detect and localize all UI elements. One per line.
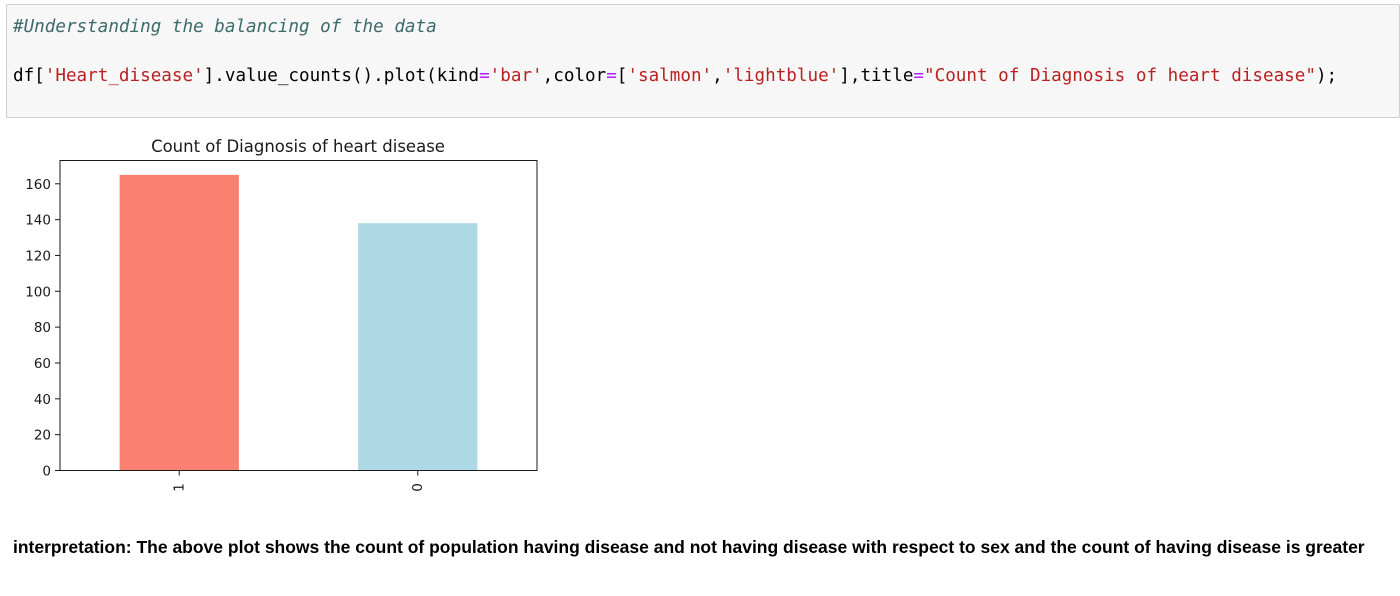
chart-title: Count of Diagnosis of heart disease — [151, 137, 445, 156]
code-token: [ — [616, 66, 628, 86]
y-tick-label: 40 — [34, 392, 51, 408]
code-string: "Count of Diagnosis of heart disease" — [924, 66, 1316, 86]
code-string: 'Heart_disease' — [44, 66, 204, 86]
cell-output: Count of Diagnosis of heart disease 0 20 4… — [0, 125, 560, 505]
y-tick-label: 160 — [25, 177, 51, 193]
code-operator: = — [913, 66, 925, 86]
y-tick-label: 80 — [34, 320, 51, 336]
bar-0 — [358, 223, 478, 471]
y-tick-label: 20 — [34, 428, 51, 444]
bar-chart: Count of Diagnosis of heart disease 0 20 4… — [25, 137, 538, 492]
bars — [119, 174, 478, 471]
interpretation-text: interpretation: The above plot shows the… — [13, 537, 1365, 557]
code-cell[interactable]: #Understanding the balancing of the data… — [6, 4, 1400, 118]
plot-frame — [59, 160, 538, 471]
y-tick-label: 140 — [25, 213, 51, 229]
y-tick-label: 100 — [25, 284, 51, 300]
bar-1 — [119, 174, 239, 471]
code-token: , — [712, 66, 723, 86]
x-tick-label: 0 — [410, 483, 426, 492]
code-token: ].value_counts().plot(kind — [203, 66, 480, 86]
code-comment: #Understanding the balancing of the data — [13, 17, 437, 37]
code-operator: = — [479, 66, 490, 86]
code-line: df['Heart_disease'].value_counts().plot(… — [13, 65, 1337, 87]
code-token: ],title — [839, 66, 914, 86]
code-string: 'salmon' — [627, 66, 713, 86]
code-string: 'lightblue' — [722, 66, 840, 86]
code-string: 'bar' — [489, 66, 543, 86]
code-operator: = — [606, 66, 617, 86]
code-token: ); — [1315, 66, 1338, 86]
y-tick-label: 0 — [42, 464, 51, 480]
code-token: ,color — [542, 66, 607, 86]
code-token: df[ — [13, 66, 45, 86]
y-axis: 0 20 40 60 80 100 120 140 160 — [25, 177, 60, 480]
x-tick-label: 1 — [171, 483, 187, 492]
y-tick-label: 60 — [34, 356, 51, 372]
y-tick-label: 120 — [25, 248, 51, 264]
